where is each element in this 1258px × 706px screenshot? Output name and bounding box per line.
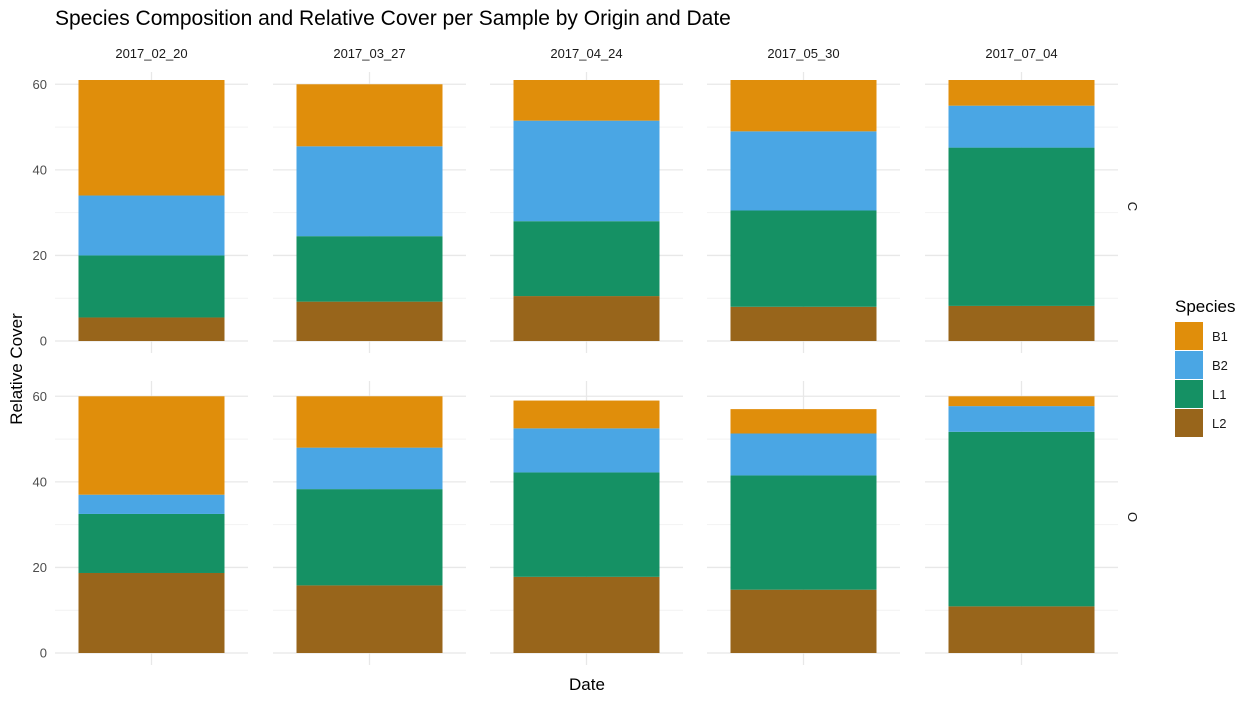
- bar-segment-L2-C-2017_07_04: [948, 305, 1095, 341]
- bar-segment-L2-C-2017_04_24: [513, 296, 660, 341]
- facet-col-label-2017_02_20: 2017_02_20: [115, 46, 187, 61]
- bar-segment-B1-C-2017_07_04: [948, 80, 1095, 106]
- bar-stack-O-2017_04_24: [513, 400, 660, 653]
- y-tick-label-O-60: 60: [33, 389, 47, 404]
- bar-segment-L1-O-2017_03_27: [296, 489, 443, 586]
- legend: Species B1 B2 L1 L2: [1175, 297, 1235, 437]
- bar-stack-O-2017_02_20: [78, 396, 225, 653]
- facet-row-label-O: O: [1125, 512, 1140, 522]
- bar-segment-B1-O-2017_02_20: [78, 396, 225, 495]
- legend-swatch-L2: [1175, 409, 1203, 437]
- bar-segment-L1-C-2017_05_30: [730, 210, 877, 307]
- y-tick-label-C-60: 60: [33, 77, 47, 92]
- panels-layer: 2017_02_20 2017_03_27 2017_04_24 2017_05_30…: [33, 46, 1140, 665]
- bar-segment-L1-O-2017_04_24: [513, 472, 660, 577]
- bar-segment-L1-C-2017_07_04: [948, 147, 1095, 306]
- bar-segment-B2-C-2017_05_30: [730, 131, 877, 211]
- bar-segment-B2-O-2017_07_04: [948, 406, 1095, 432]
- bar-segment-B1-O-2017_07_04: [948, 396, 1095, 407]
- bar-segment-L2-O-2017_05_30: [730, 589, 877, 653]
- y-tick-label-O-40: 40: [33, 474, 47, 489]
- bar-segment-L1-C-2017_02_20: [78, 255, 225, 318]
- bar-segment-L2-C-2017_03_27: [296, 301, 443, 341]
- legend-label-L2: L2: [1212, 416, 1226, 431]
- bar-segment-B1-C-2017_04_24: [513, 80, 660, 121]
- y-tick-label-C-40: 40: [33, 162, 47, 177]
- bar-segment-B1-O-2017_03_27: [296, 396, 443, 448]
- y-tick-label-O-20: 20: [33, 560, 47, 575]
- bar-segment-L2-O-2017_04_24: [513, 576, 660, 653]
- chart-title: Species Composition and Relative Cover p…: [55, 7, 731, 30]
- legend-title: Species: [1175, 297, 1235, 316]
- bar-segment-B1-C-2017_05_30: [730, 80, 877, 132]
- bar-segment-B2-O-2017_04_24: [513, 428, 660, 473]
- legend-swatch-B2: [1175, 351, 1203, 379]
- bar-stack-C-2017_04_24: [513, 80, 660, 341]
- bar-segment-L1-O-2017_07_04: [948, 431, 1095, 607]
- facet-col-label-2017_07_04: 2017_07_04: [985, 46, 1057, 61]
- bar-segment-B2-C-2017_03_27: [296, 146, 443, 237]
- bar-segment-B2-O-2017_05_30: [730, 433, 877, 476]
- y-tick-label-O-0: 0: [40, 646, 47, 661]
- bar-segment-L2-C-2017_02_20: [78, 317, 225, 341]
- x-axis-title: Date: [569, 675, 605, 694]
- legend-swatch-L1: [1175, 380, 1203, 408]
- facet-row-label-C: C: [1125, 202, 1140, 211]
- bar-segment-B1-O-2017_04_24: [513, 400, 660, 429]
- bar-segment-B2-C-2017_07_04: [948, 105, 1095, 148]
- y-axis-title: Relative Cover: [7, 313, 26, 425]
- bar-stack-C-2017_03_27: [296, 84, 443, 341]
- legend-swatch-B1: [1175, 322, 1203, 350]
- legend-label-L1: L1: [1212, 387, 1226, 402]
- bar-segment-B1-C-2017_02_20: [78, 80, 225, 196]
- facet-col-label-2017_03_27: 2017_03_27: [333, 46, 405, 61]
- bar-segment-B1-C-2017_03_27: [296, 84, 443, 147]
- bar-segment-L1-O-2017_05_30: [730, 475, 877, 590]
- y-tick-label-C-20: 20: [33, 248, 47, 263]
- bar-segment-B2-C-2017_02_20: [78, 195, 225, 256]
- bar-stack-O-2017_07_04: [948, 396, 1095, 653]
- bar-stack-O-2017_03_27: [296, 396, 443, 653]
- bar-segment-L2-C-2017_05_30: [730, 306, 877, 341]
- legend-label-B1: B1: [1212, 329, 1228, 344]
- bar-stack-C-2017_02_20: [78, 80, 225, 341]
- bar-stack-O-2017_05_30: [730, 409, 877, 653]
- bar-segment-B2-O-2017_02_20: [78, 494, 225, 514]
- bar-segment-L2-O-2017_03_27: [296, 585, 443, 653]
- bar-stack-C-2017_05_30: [730, 80, 877, 341]
- bar-segment-B2-C-2017_04_24: [513, 120, 660, 222]
- y-tick-label-C-0: 0: [40, 334, 47, 349]
- bar-segment-L2-O-2017_07_04: [948, 606, 1095, 653]
- bar-segment-L1-C-2017_03_27: [296, 236, 443, 302]
- legend-label-B2: B2: [1212, 358, 1228, 373]
- bar-segment-L1-C-2017_04_24: [513, 221, 660, 297]
- bar-stack-C-2017_07_04: [948, 80, 1095, 341]
- bar-segment-B2-O-2017_03_27: [296, 447, 443, 490]
- bar-segment-L2-O-2017_02_20: [78, 572, 225, 653]
- facet-col-label-2017_05_30: 2017_05_30: [767, 46, 839, 61]
- bar-segment-L1-O-2017_02_20: [78, 513, 225, 573]
- bar-segment-B1-O-2017_05_30: [730, 409, 877, 434]
- facet-col-label-2017_04_24: 2017_04_24: [550, 46, 622, 61]
